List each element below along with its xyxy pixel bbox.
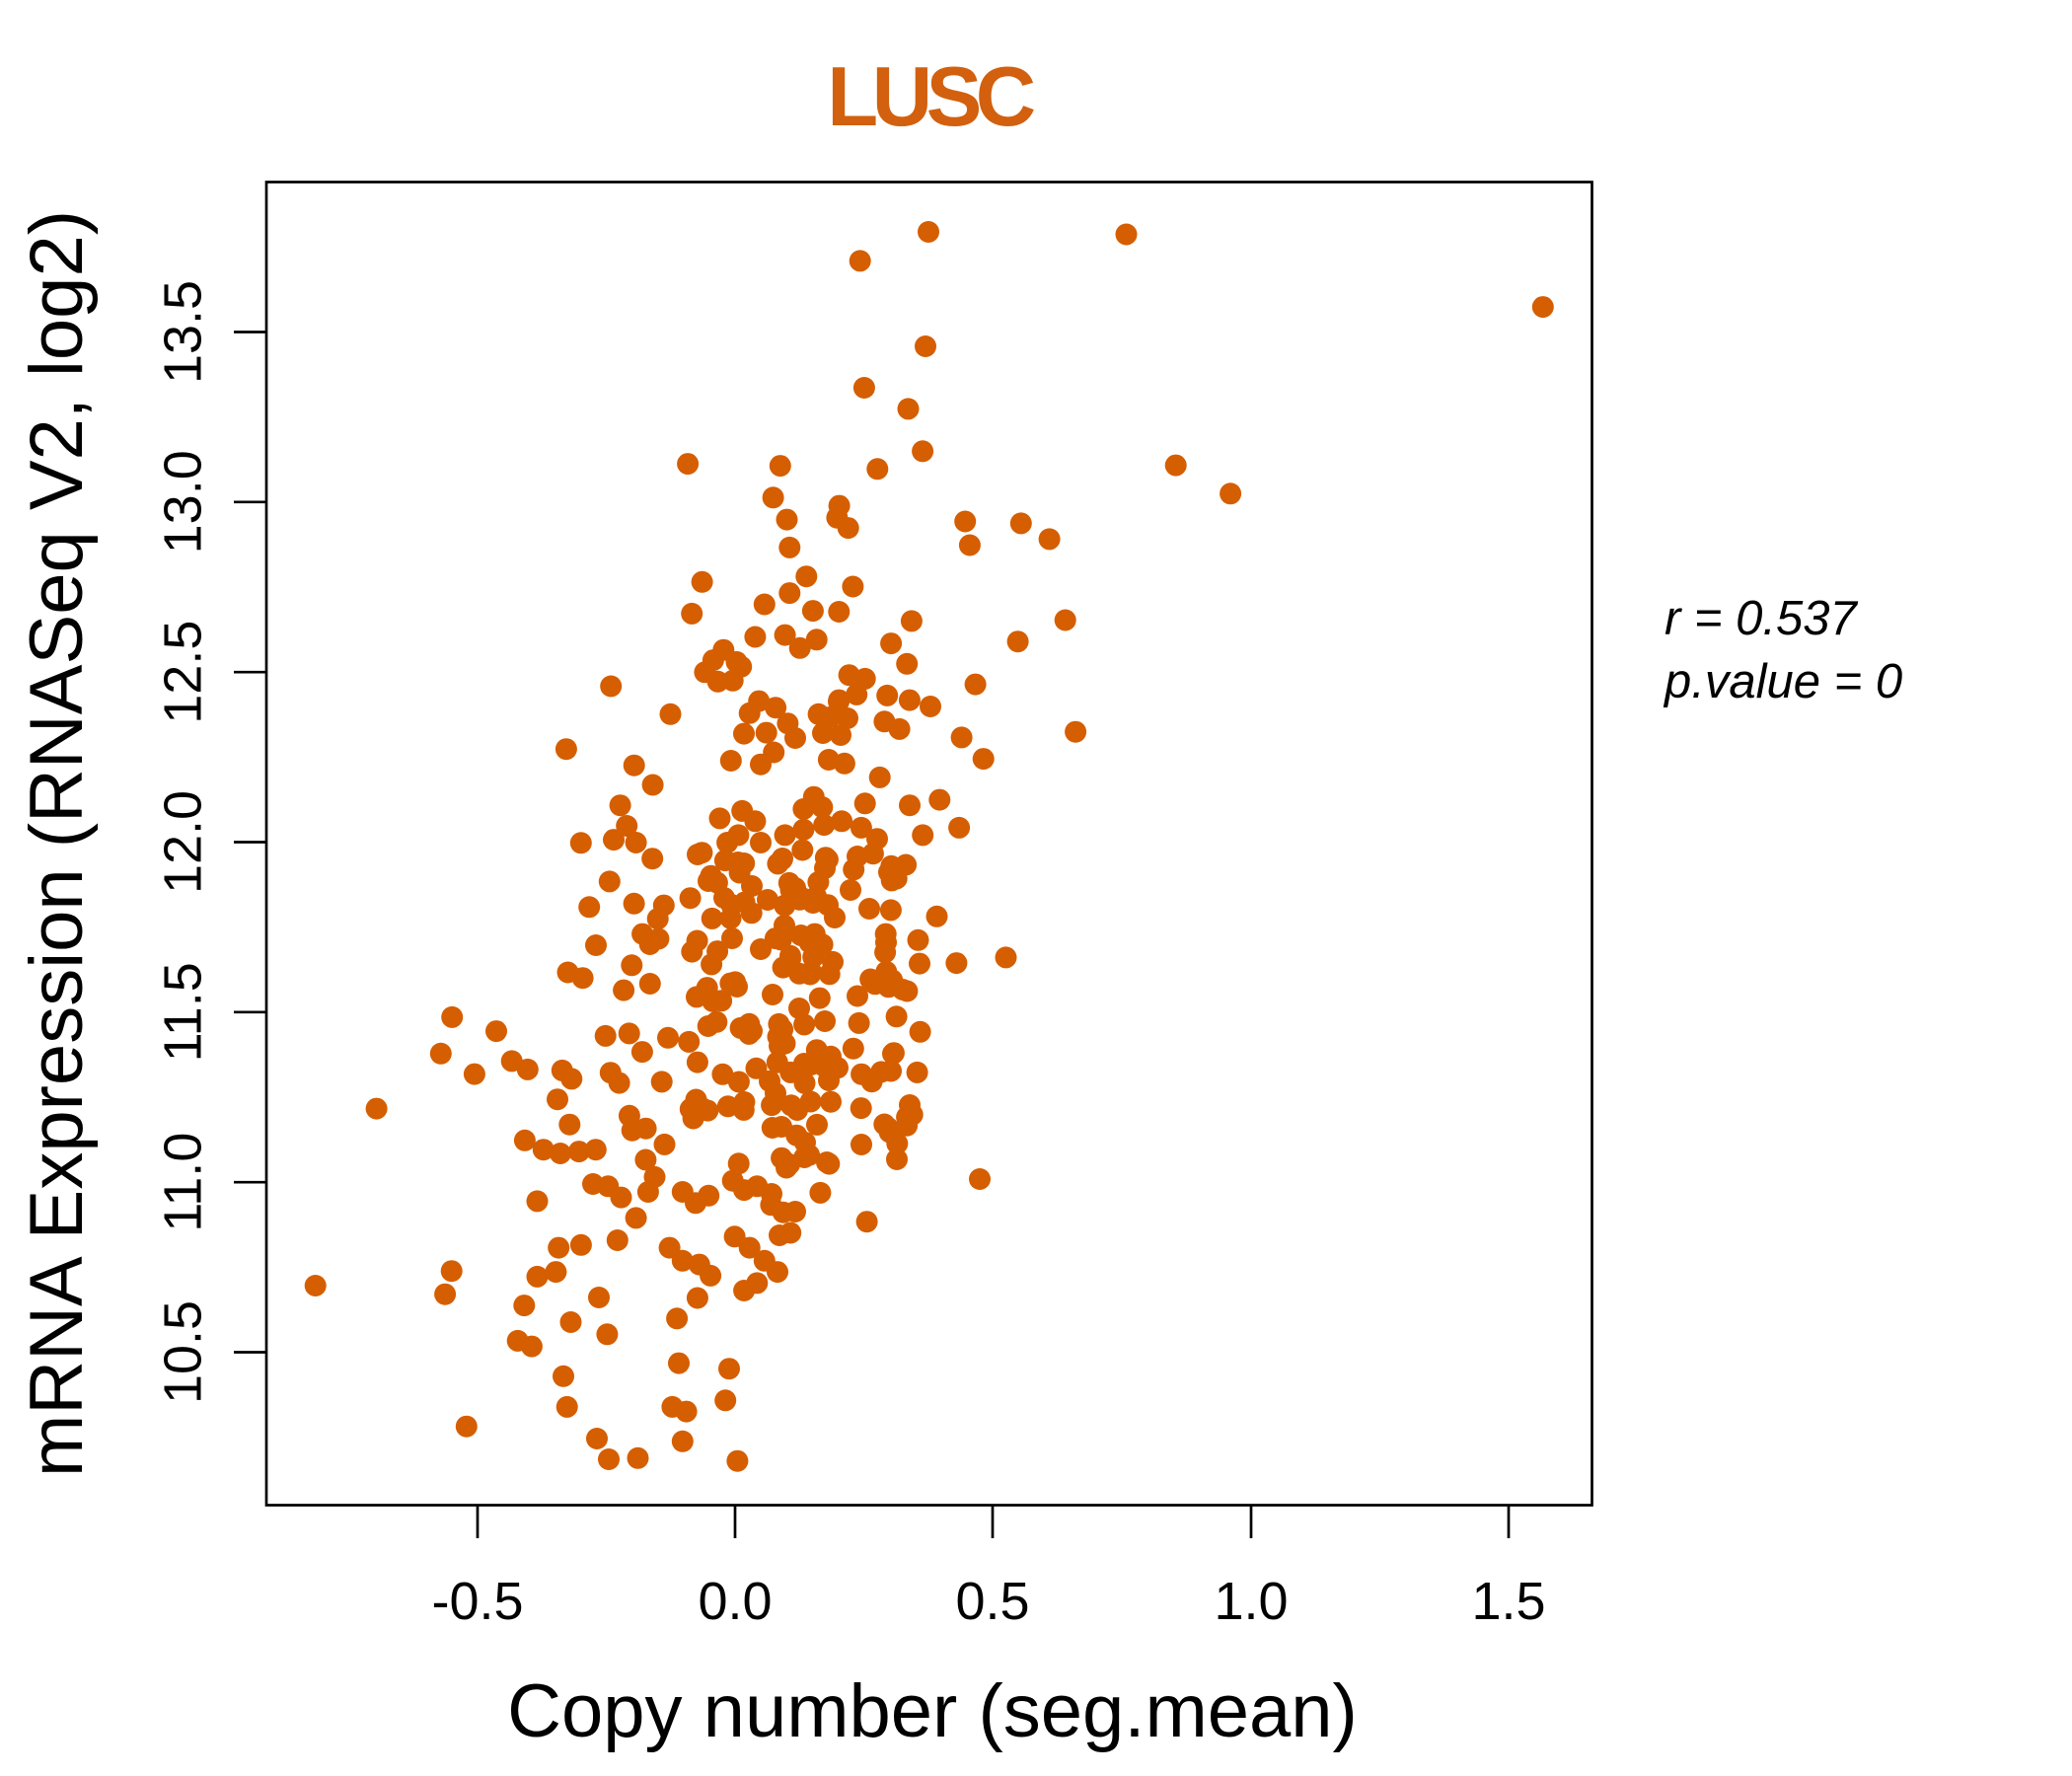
svg-text:10.5: 10.5 (154, 1300, 213, 1404)
svg-text:12.5: 12.5 (154, 621, 213, 724)
svg-text:r = 0.537: r = 0.537 (1665, 592, 1859, 645)
svg-text:1.0: 1.0 (1214, 1572, 1288, 1631)
svg-text:LUSC: LUSC (827, 50, 1035, 144)
svg-text:0.0: 0.0 (698, 1572, 772, 1631)
svg-text:p.value = 0: p.value = 0 (1663, 655, 1902, 708)
svg-text:11.0: 11.0 (154, 1133, 213, 1232)
svg-text:mRNA Expression (RNASeq V2, lo: mRNA Expression (RNASeq V2, log2) (15, 210, 99, 1477)
svg-text:Copy number (seg.mean): Copy number (seg.mean) (507, 1669, 1358, 1753)
svg-text:12.0: 12.0 (154, 790, 213, 894)
svg-text:13.0: 13.0 (154, 450, 213, 554)
svg-text:-0.5: -0.5 (431, 1572, 523, 1631)
svg-text:1.5: 1.5 (1471, 1572, 1545, 1631)
svg-text:0.5: 0.5 (955, 1572, 1029, 1631)
svg-text:11.5: 11.5 (154, 962, 213, 1062)
svg-text:13.5: 13.5 (154, 280, 213, 384)
